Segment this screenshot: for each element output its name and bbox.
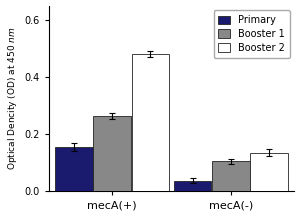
- Bar: [174, 181, 212, 191]
- Legend: Primary, Booster 1, Booster 2: Primary, Booster 1, Booster 2: [214, 10, 290, 58]
- Bar: [93, 116, 131, 191]
- Bar: [250, 153, 288, 191]
- Bar: [132, 54, 169, 191]
- Y-axis label: Optical Dencity (OD) at 450 $\it{nm}$: Optical Dencity (OD) at 450 $\it{nm}$: [6, 27, 19, 170]
- Bar: [55, 147, 93, 191]
- Bar: [212, 161, 250, 191]
